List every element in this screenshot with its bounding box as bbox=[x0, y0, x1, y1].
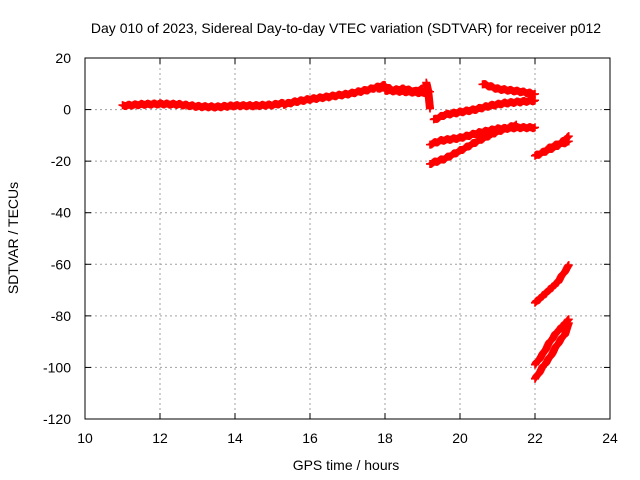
data-point bbox=[426, 104, 434, 113]
x-tick-label: 24 bbox=[602, 430, 618, 446]
y-tick-labels: -120 -100 -80 -60 -40 -20 0 20 bbox=[43, 50, 71, 427]
y-axis-label: SDTVAR / TECUs bbox=[5, 182, 21, 294]
y-tick-label: -80 bbox=[51, 308, 71, 324]
data-point bbox=[564, 319, 573, 328]
series-arc-8 bbox=[426, 123, 539, 149]
x-tick-label: 14 bbox=[227, 430, 243, 446]
series-arc-11 bbox=[542, 137, 573, 155]
y-tick-label: -100 bbox=[43, 359, 71, 375]
series-arc-14 bbox=[531, 319, 573, 383]
data-point bbox=[531, 123, 539, 132]
series-arc-1 bbox=[118, 98, 288, 112]
plot-frame bbox=[84, 57, 611, 420]
axis-ticks bbox=[84, 57, 611, 420]
series-arc-5 bbox=[422, 78, 434, 113]
x-tick-label: 10 bbox=[77, 430, 93, 446]
y-tick-label: -60 bbox=[51, 256, 71, 272]
data-point bbox=[564, 261, 573, 270]
x-tick-label: 12 bbox=[152, 430, 168, 446]
data-point bbox=[531, 89, 539, 98]
x-tick-labels: 10 12 14 16 18 20 22 24 bbox=[77, 430, 618, 446]
x-tick-label: 20 bbox=[452, 430, 468, 446]
series-arc-12 bbox=[531, 261, 573, 307]
y-tick-label: -20 bbox=[51, 153, 71, 169]
series-arc-9 bbox=[426, 120, 521, 168]
data-points bbox=[118, 78, 573, 383]
x-axis-label: GPS time / hours bbox=[293, 457, 400, 473]
series-arc-6 bbox=[429, 96, 539, 124]
grid-lines bbox=[85, 58, 610, 419]
x-tick-label: 18 bbox=[377, 430, 393, 446]
data-point bbox=[512, 120, 521, 129]
data-point bbox=[564, 137, 573, 146]
y-tick-label: -40 bbox=[51, 205, 71, 221]
data-point bbox=[511, 121, 520, 130]
y-tick-label: 0 bbox=[63, 102, 71, 118]
y-tick-label: -120 bbox=[43, 411, 71, 427]
series-arc-2 bbox=[279, 80, 389, 109]
x-tick-label: 16 bbox=[302, 430, 318, 446]
y-tick-label: 20 bbox=[55, 50, 71, 66]
series-arc-7 bbox=[478, 80, 539, 99]
series-arc-4 bbox=[381, 85, 434, 98]
chart-title: Day 010 of 2023, Sidereal Day-to-day VTE… bbox=[91, 20, 601, 36]
x-tick-label: 22 bbox=[527, 430, 543, 446]
